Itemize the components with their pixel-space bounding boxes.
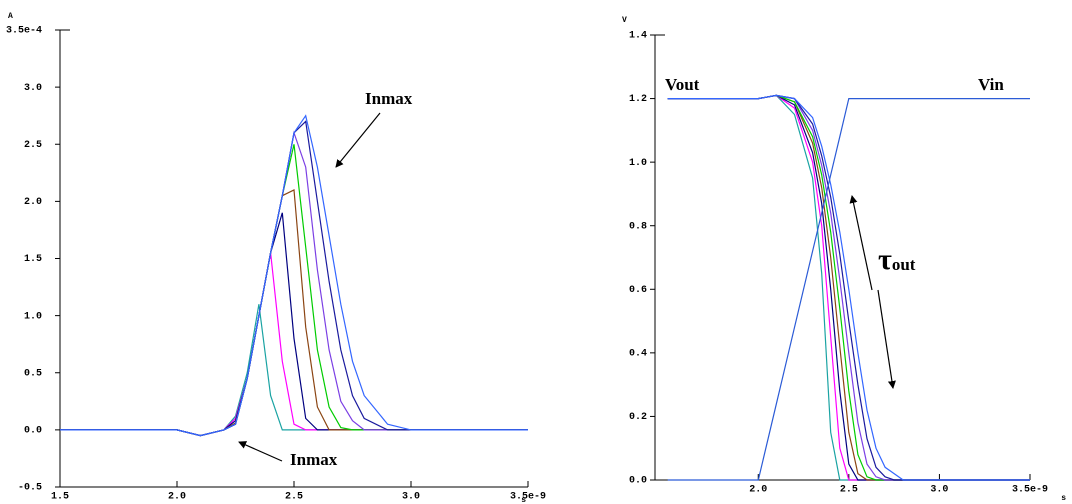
- annotation-text: Vout: [665, 75, 700, 94]
- y-axis-unit: A: [8, 12, 13, 21]
- y-tick-label: 1.2: [629, 94, 647, 105]
- x-tick-label: 3.0: [402, 492, 420, 503]
- annotation-arrow: [849, 195, 873, 291]
- y-tick-label: 3.0: [24, 83, 42, 94]
- annotation-symbol: τ: [878, 243, 892, 276]
- annotation: Inmax: [290, 450, 338, 469]
- annotation-arrow: [238, 441, 283, 462]
- y-tick-label: 3.5e-4: [6, 26, 42, 37]
- data-line: [60, 130, 528, 437]
- x-tick-label: 3.5e-9: [510, 492, 546, 503]
- annotation-text: Vin: [978, 75, 1004, 94]
- x-axis-unit: s: [521, 496, 526, 504]
- y-tick-label: 0.6: [629, 285, 647, 296]
- y-tick-label: 0.0: [629, 476, 647, 487]
- y-tick-label: 1.4: [629, 31, 647, 42]
- x-tick-label: 3.5e-9: [1012, 485, 1048, 496]
- data-line: [60, 120, 528, 437]
- x-tick-label: 3.0: [930, 485, 948, 496]
- y-tick-label: 1.5: [24, 254, 42, 265]
- data-line: [60, 114, 528, 437]
- data-line: [667, 98, 1030, 481]
- annotation-subscript: out: [892, 255, 916, 274]
- data-line: [60, 188, 528, 437]
- data-line: [60, 212, 528, 437]
- annotation-arrow: [877, 289, 896, 389]
- annotation-text: Inmax: [290, 450, 338, 469]
- y-tick-label: -0.5: [18, 483, 42, 494]
- x-tick-label: 2.0: [168, 492, 186, 503]
- y-tick-label: 0.0: [24, 426, 42, 437]
- y-tick-label: 1.0: [629, 158, 647, 169]
- annotation: Vout: [665, 75, 700, 94]
- y-tick-label: 0.8: [629, 221, 647, 232]
- y-tick-label: 0.2: [629, 412, 647, 423]
- x-tick-label: 2.5: [840, 485, 858, 496]
- annotation: Vin: [978, 75, 1004, 94]
- x-tick-label: 1.5: [51, 492, 69, 503]
- x-tick-label: 2.0: [749, 485, 767, 496]
- annotation-arrow: [335, 112, 381, 168]
- y-tick-label: 2.0: [24, 197, 42, 208]
- data-line: [60, 144, 528, 437]
- data-line: [667, 94, 1030, 481]
- y-tick-label: 2.5: [24, 140, 42, 151]
- data-line: [60, 304, 528, 437]
- data-line: [60, 252, 528, 437]
- y-tick-label: 0.5: [24, 368, 42, 379]
- annotation-text: Inmax: [365, 89, 413, 108]
- y-tick-label: 0.4: [629, 348, 647, 359]
- x-axis-unit: s: [1061, 494, 1066, 503]
- y-axis-unit: V: [622, 16, 627, 25]
- y-tick-label: 1.0: [24, 311, 42, 322]
- chart-panel: As -0.5 0.0 0.5 1.0 1.5 2.0 2.5 3.0 3.5e-4 1.5 2.0 2…: [6, 12, 546, 504]
- x-tick-label: 2.5: [285, 492, 303, 503]
- annotation: Inmax: [365, 89, 413, 108]
- annotation: τout: [878, 243, 916, 276]
